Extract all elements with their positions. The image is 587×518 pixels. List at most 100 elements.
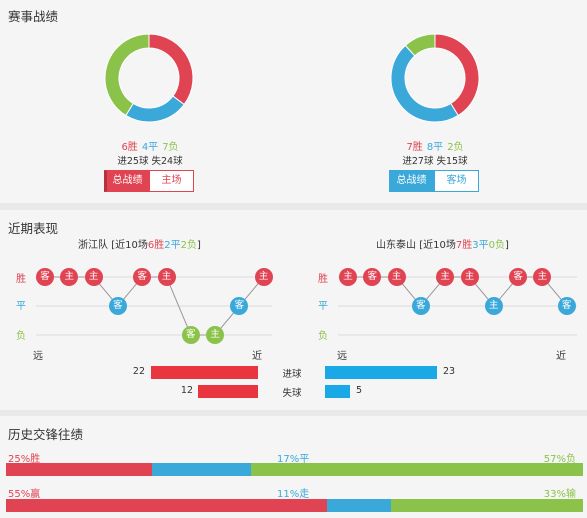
left-y-label-win: 胜 — [16, 274, 26, 285]
history-panel: 历史交锋往绩 25%胜 17%平 57%负 55%赢 11%走 33%输 — [0, 416, 587, 518]
donut-slice-win — [148, 33, 194, 106]
right-recent-suffix: ] — [504, 240, 509, 251]
history-row2-left-label: 55%赢 — [8, 489, 41, 500]
right-away-record-button[interactable]: 客场 — [434, 170, 479, 192]
right-donut-chart — [390, 33, 480, 123]
right-recent-header: 山东泰山 [近10场7胜3平0负] — [376, 236, 509, 251]
form-marker: 主 — [387, 268, 406, 286]
right-total-record-button[interactable]: 总战绩 — [389, 170, 434, 192]
left-y-label-loss: 负 — [16, 331, 26, 342]
right-goals-for: 进27球 — [402, 156, 434, 167]
right-recent-prefix: [近10场 — [419, 240, 456, 251]
form-marker: 客 — [557, 297, 576, 315]
record-panel: 赛事战绩 6胜 4平 7负 进25球 失24球 总战绩 主场 7胜 8平 2负 进27球… — [0, 0, 587, 203]
left-recent-draw: 2平 — [164, 240, 181, 251]
left-draw-count: 4平 — [141, 142, 159, 153]
form-line — [45, 276, 265, 336]
recent-panel: 近期表现 浙江队 [近10场6胜2平2负] 山东泰山 [近10场7胜3平0负] … — [0, 210, 587, 410]
history-bar-segment — [151, 463, 251, 476]
history-bar-segment — [6, 499, 327, 512]
history-bar-segment — [250, 463, 583, 476]
right-goals-against-value: 5 — [356, 385, 363, 396]
left-total-record-button[interactable]: 总战绩 — [104, 170, 149, 192]
section-title-recent: 近期表现 — [8, 221, 59, 236]
recent-form-lines — [36, 276, 577, 336]
right-loss-count: 2负 — [447, 142, 464, 153]
form-marker: 主 — [460, 268, 479, 286]
form-marker: 客 — [133, 268, 152, 286]
right-y-label-loss: 负 — [318, 331, 328, 342]
form-marker: 主 — [533, 268, 552, 286]
left-y-label-draw: 平 — [16, 301, 26, 312]
donut-slice-draw — [125, 95, 185, 123]
history-bar-segment — [6, 463, 152, 476]
left-goals-against-value: 12 — [180, 385, 193, 396]
form-marker: 客 — [36, 268, 54, 286]
right-far-label: 远 — [337, 351, 347, 362]
right-record-summary: 7胜 8平 2负 — [355, 138, 515, 153]
left-near-label: 近 — [252, 351, 262, 362]
goals-against-label: 失球 — [282, 388, 302, 399]
form-marker: 客 — [411, 297, 430, 315]
history-row1-mid-label: 17%平 — [277, 454, 310, 465]
right-y-label-draw: 平 — [318, 301, 328, 312]
form-marker: 主 — [436, 268, 455, 286]
left-goals-for-value: 22 — [132, 366, 145, 377]
donut-slice-draw — [390, 44, 459, 123]
left-home-record-button[interactable]: 主场 — [149, 170, 194, 192]
left-far-label: 远 — [33, 351, 43, 362]
right-y-label-win: 胜 — [318, 274, 328, 285]
history-row2-mid-label: 11%走 — [277, 489, 310, 500]
right-team-name: 山东泰山 — [376, 240, 416, 251]
right-win-count: 7胜 — [406, 142, 423, 153]
left-goals-for-bar — [150, 366, 258, 379]
history-row1-right-label: 57%负 — [543, 454, 576, 465]
left-win-count: 6胜 — [121, 142, 138, 153]
donut-slice-loss — [104, 33, 150, 117]
donut-slice-loss — [404, 33, 436, 57]
left-goals-summary: 进25球 失24球 — [70, 153, 230, 167]
left-goals-against-bar — [198, 385, 258, 398]
left-recent-header: 浙江队 [近10场6胜2平2负] — [78, 236, 201, 251]
form-marker: 主 — [60, 268, 79, 286]
history-row1-left-label: 25%胜 — [8, 454, 41, 465]
right-draw-count: 8平 — [426, 142, 444, 153]
right-recent-draw: 3平 — [472, 240, 489, 251]
left-team-name: 浙江队 — [78, 240, 108, 251]
left-loss-count: 7负 — [162, 142, 179, 153]
form-line — [348, 276, 568, 307]
form-marker: 主 — [484, 297, 503, 315]
form-marker: 客 — [230, 297, 249, 315]
history-bar-segment — [390, 499, 583, 512]
right-goals-against: 失15球 — [436, 156, 468, 167]
form-marker: 主 — [206, 326, 225, 344]
right-goals-against-bar — [325, 385, 350, 398]
left-donut-chart — [104, 33, 194, 123]
history-bar-segment — [326, 499, 391, 512]
left-recent-loss: 2负 — [180, 240, 197, 251]
goals-for-label: 进球 — [282, 369, 302, 380]
right-goals-for-bar — [325, 366, 437, 379]
right-recent-loss: 0负 — [488, 240, 505, 251]
form-marker: 客 — [363, 268, 382, 286]
left-recent-win: 6胜 — [147, 240, 165, 251]
form-marker: 主 — [157, 268, 176, 286]
section-title-history: 历史交锋往绩 — [8, 427, 84, 442]
form-marker: 主 — [254, 268, 273, 286]
form-marker: 主 — [84, 268, 103, 286]
section-title-record: 赛事战绩 — [8, 9, 59, 24]
form-marker: 主 — [339, 268, 357, 286]
form-marker: 客 — [108, 297, 127, 315]
left-record-summary: 6胜 4平 7负 — [70, 138, 230, 153]
form-marker: 客 — [509, 268, 528, 286]
right-goals-summary: 进27球 失15球 — [355, 153, 515, 167]
left-recent-prefix: [近10场 — [111, 240, 148, 251]
history-row2-right-label: 33%输 — [543, 489, 576, 500]
donut-slice-win — [434, 33, 480, 117]
left-recent-suffix: ] — [196, 240, 201, 251]
left-goals-for: 进25球 — [117, 156, 149, 167]
form-marker: 客 — [181, 326, 200, 344]
right-recent-win: 7胜 — [455, 240, 473, 251]
right-near-label: 近 — [556, 351, 566, 362]
left-goals-against: 失24球 — [151, 156, 183, 167]
